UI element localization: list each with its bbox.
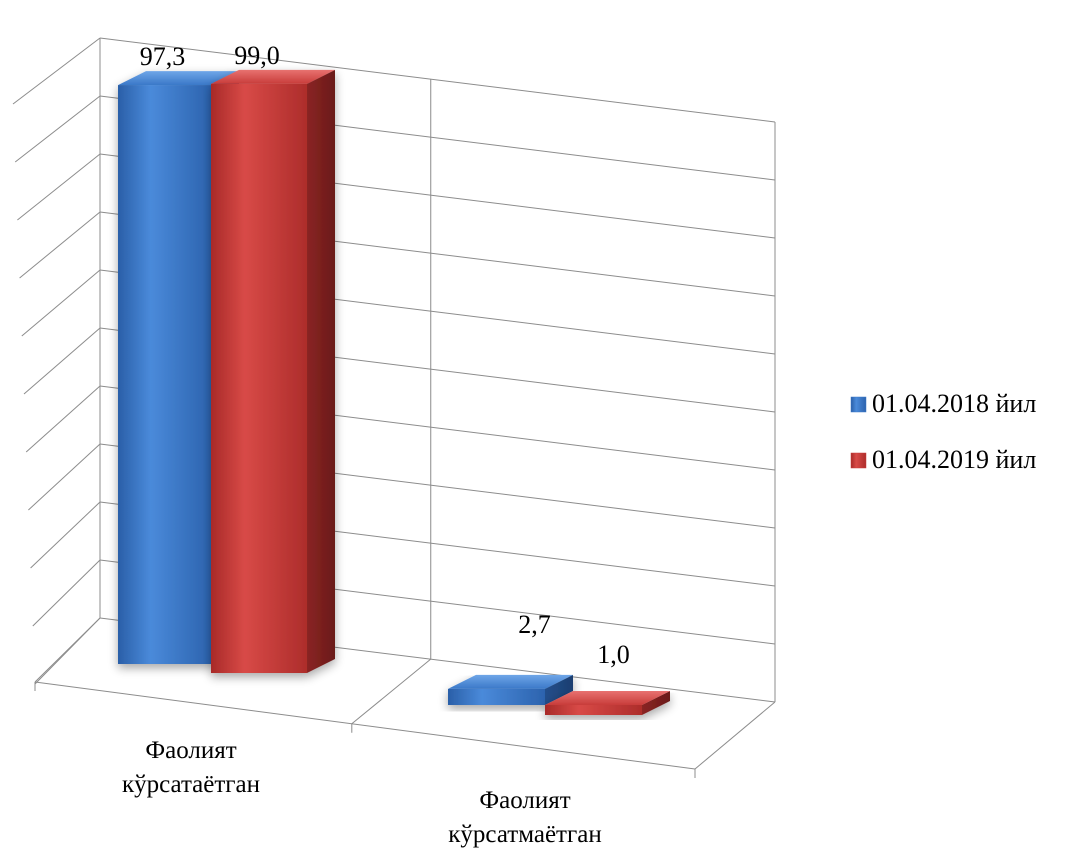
bar-front xyxy=(118,85,211,664)
bar xyxy=(211,69,335,673)
bar-front xyxy=(545,705,642,715)
bar xyxy=(448,674,573,705)
bar-top xyxy=(545,691,670,705)
legend: 01.04.2018 йил 01.04.2019 йил xyxy=(850,389,1036,474)
side-gridline xyxy=(25,385,101,453)
side-gridline xyxy=(19,211,101,279)
data-label: 2,7 xyxy=(518,610,551,639)
floor-front-edge xyxy=(34,681,696,770)
side-gridline xyxy=(30,501,101,569)
side-gridline xyxy=(14,95,101,163)
side-gridline xyxy=(17,153,101,221)
bar-top xyxy=(118,71,239,86)
side-gridline xyxy=(12,37,101,105)
bar-side xyxy=(545,674,573,705)
floor-divider xyxy=(351,658,432,725)
legend-label: 01.04.2018 йил xyxy=(872,389,1036,418)
side-gridline xyxy=(23,327,101,395)
side-gridline xyxy=(28,443,101,511)
data-label: 97,3 xyxy=(140,42,186,71)
side-gridline xyxy=(21,269,101,337)
side-gridline xyxy=(32,559,101,627)
bar-side xyxy=(307,69,335,673)
data-label: 99,0 xyxy=(234,41,280,70)
bar-front xyxy=(448,688,545,705)
labels-layer: 97,3 2,7 99,0 1,0 Фаолият кўрсатаётган Фаолият… xyxy=(122,41,630,848)
legend-item: 01.04.2018 йил xyxy=(850,389,1036,418)
legend-label: 01.04.2019 йил xyxy=(872,445,1036,474)
category-label: Фаолият кўрсатаётган xyxy=(122,737,260,798)
bar-side xyxy=(642,691,670,715)
floor-left-edge xyxy=(34,617,101,683)
legend-swatch xyxy=(850,396,867,413)
legend-item: 01.04.2019 йил xyxy=(850,445,1036,474)
bar-top xyxy=(211,69,335,84)
legend-swatch xyxy=(850,452,867,469)
bar xyxy=(545,691,670,715)
back-gridline xyxy=(99,37,776,123)
category-label: Фаолият кўрсатмаётган xyxy=(448,787,601,848)
bars-layer xyxy=(118,69,670,715)
data-label: 1,0 xyxy=(597,640,630,669)
bar-top xyxy=(448,674,573,689)
floor-right-edge xyxy=(694,701,776,770)
bar-front xyxy=(211,83,307,673)
